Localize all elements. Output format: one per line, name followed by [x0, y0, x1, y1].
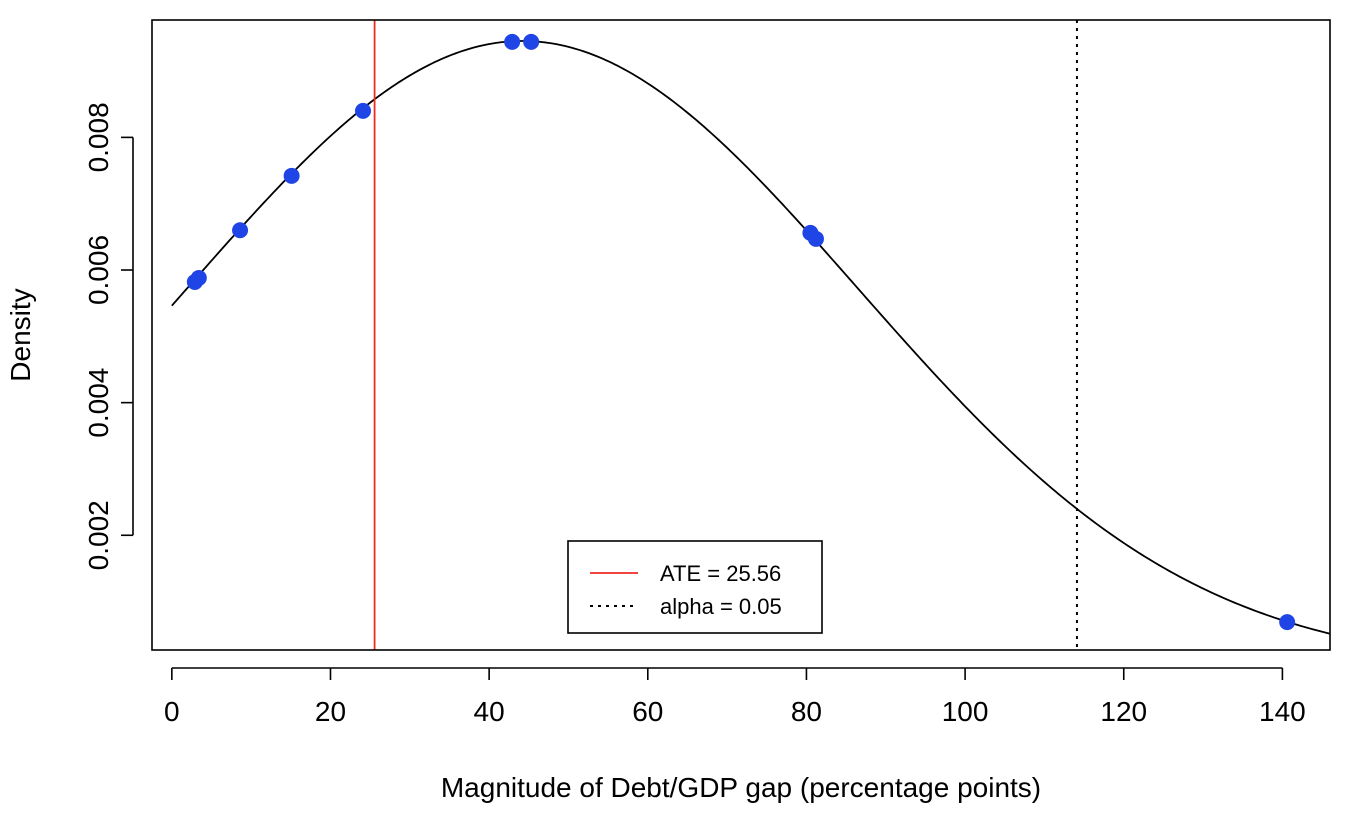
x-tick-label: 100 — [942, 696, 989, 727]
y-axis-label: Density — [5, 288, 36, 381]
legend-box — [567, 540, 823, 634]
data-point — [504, 33, 521, 50]
x-axis-label: Magnitude of Debt/GDP gap (percentage po… — [441, 772, 1041, 803]
x-tick-label: 0 — [164, 696, 180, 727]
plot-frame — [151, 19, 1331, 651]
x-tick-label: 140 — [1259, 696, 1306, 727]
y-tick-label: 0.002 — [83, 500, 114, 570]
data-point — [807, 230, 824, 247]
y-tick-label: 0.004 — [83, 368, 114, 438]
x-tick-label: 80 — [791, 696, 822, 727]
y-tick-label: 0.008 — [83, 102, 114, 172]
x-tick-label: 120 — [1100, 696, 1147, 727]
data-point — [523, 33, 540, 50]
data-point — [190, 269, 207, 286]
x-tick-label: 60 — [632, 696, 663, 727]
y-tick-label: 0.006 — [83, 235, 114, 305]
data-point — [355, 102, 372, 119]
legend-entry-label: alpha = 0.05 — [660, 594, 782, 619]
data-point — [283, 167, 300, 184]
data-point — [1279, 614, 1296, 631]
legend-entry-label: ATE = 25.56 — [660, 561, 781, 586]
x-tick-label: 40 — [474, 696, 505, 727]
data-point — [232, 222, 249, 239]
x-tick-label: 20 — [315, 696, 346, 727]
